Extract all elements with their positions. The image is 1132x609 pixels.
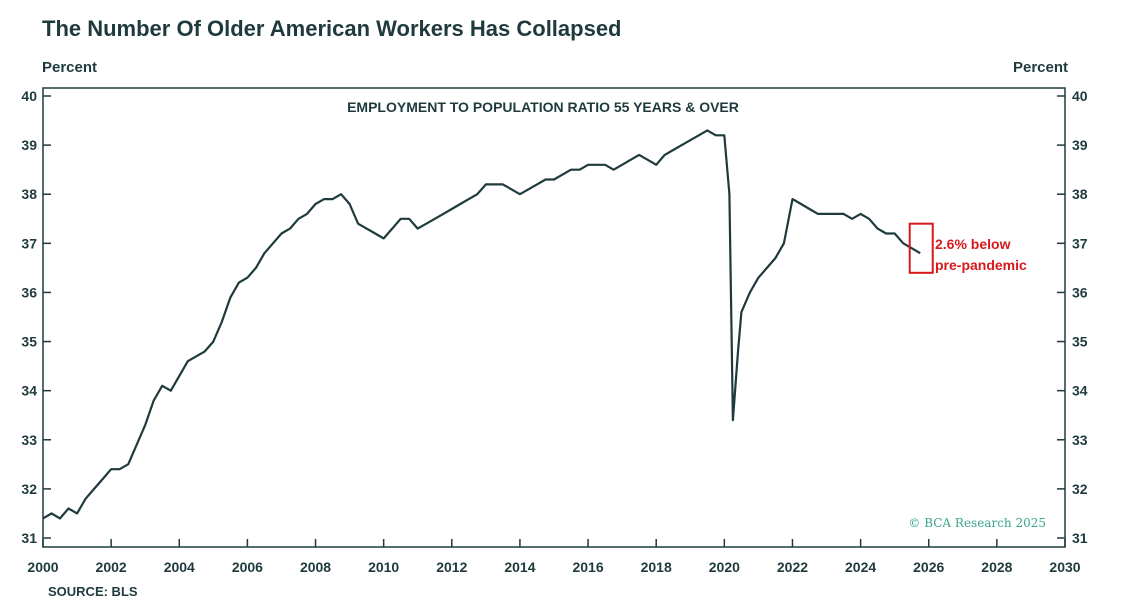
y-tick-label-left: 31 <box>21 530 37 546</box>
source-note: SOURCE: BLS <box>48 584 138 599</box>
y-tick-label-right: 35 <box>1072 334 1088 350</box>
x-tick-label: 2000 <box>27 559 58 575</box>
axis-ticks: 31 31 32 32 33 33 34 34 35 35 36 36 37 37 38 38 39 39 40 40… <box>21 88 1087 575</box>
y-tick-label-right: 38 <box>1072 186 1088 202</box>
x-tick-label: 2018 <box>641 559 672 575</box>
y-tick-label-left: 32 <box>21 481 37 497</box>
chart-subtitle: EMPLOYMENT TO POPULATION RATIO 55 YEARS … <box>347 99 739 115</box>
plot-frame <box>42 87 1066 548</box>
x-tick-label: 2014 <box>504 559 535 575</box>
y-tick-label-left: 39 <box>21 137 37 153</box>
y-tick-label-right: 32 <box>1072 481 1088 497</box>
x-tick-label: 2022 <box>777 559 808 575</box>
x-tick-label: 2030 <box>1049 559 1080 575</box>
y-tick-label-right: 33 <box>1072 432 1088 448</box>
annotation-box <box>908 222 934 274</box>
right-axis-unit: Percent <box>1012 59 1068 76</box>
x-tick-label: 2028 <box>981 559 1012 575</box>
y-tick-label-left: 38 <box>21 186 37 202</box>
x-tick-label: 2004 <box>164 559 195 575</box>
x-tick-label: 2006 <box>232 559 263 575</box>
x-tick-label: 2020 <box>709 559 740 575</box>
x-tick-label: 2010 <box>368 559 399 575</box>
annotation-text-line-2: pre-pandemic <box>935 257 1027 273</box>
y-tick-label-left: 36 <box>21 284 37 300</box>
y-tick-label-left: 40 <box>21 88 37 104</box>
y-tick-label-left: 33 <box>21 432 37 448</box>
y-tick-label-right: 39 <box>1072 137 1088 153</box>
annotation-text-line-1: 2.6% below <box>935 236 1011 252</box>
chart-title: The Number Of Older American Workers Has… <box>42 16 622 41</box>
series-line-employment-ratio <box>42 129 921 520</box>
x-tick-label: 2026 <box>913 559 944 575</box>
x-tick-label: 2024 <box>845 559 876 575</box>
y-tick-label-left: 34 <box>21 383 37 399</box>
y-tick-label-right: 34 <box>1072 383 1088 399</box>
x-tick-label: 2012 <box>436 559 467 575</box>
y-tick-label-left: 35 <box>21 334 37 350</box>
left-axis-unit: Percent <box>42 59 98 76</box>
y-tick-label-left: 37 <box>21 235 37 251</box>
y-tick-label-right: 31 <box>1072 530 1088 546</box>
credit-watermark: © BCA Research 2025 <box>908 516 1046 530</box>
x-tick-label: 2016 <box>572 559 603 575</box>
y-tick-label-right: 40 <box>1072 88 1088 104</box>
y-tick-label-right: 36 <box>1072 284 1088 300</box>
x-tick-label: 2008 <box>300 559 331 575</box>
x-tick-label: 2002 <box>96 559 127 575</box>
y-tick-label-right: 37 <box>1072 235 1088 251</box>
